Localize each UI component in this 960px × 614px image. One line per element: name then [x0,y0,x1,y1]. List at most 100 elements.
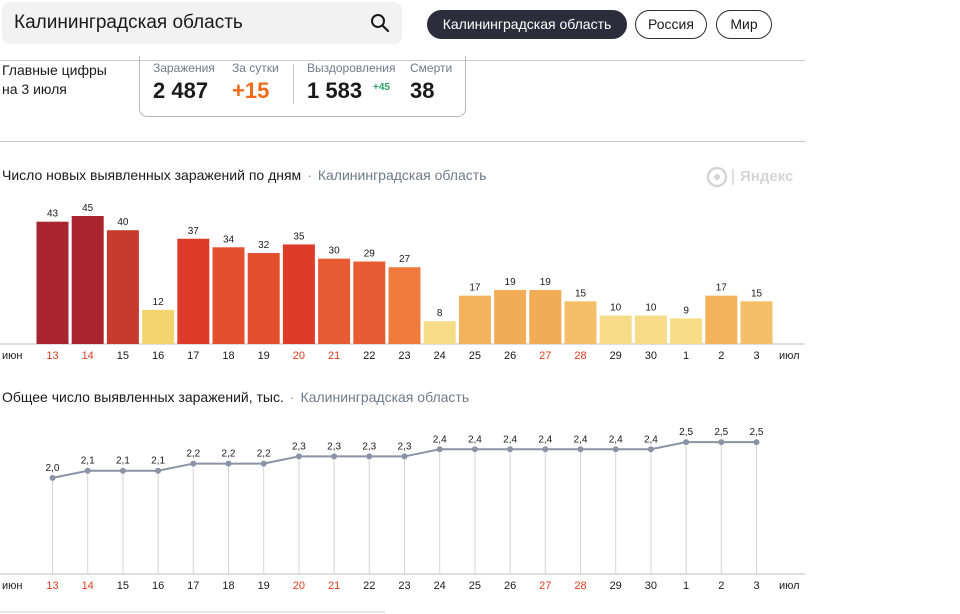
x-tick-label: 30 [645,580,657,592]
summary-date: на 3 июля [2,81,67,97]
bar [670,318,703,344]
data-point [260,460,267,467]
bar-chart-title-text: Число новых выявленных заражений по дням [2,167,302,183]
bar-value-label: 34 [223,234,235,245]
line-chart-title: Общее число выявленных заражений, тыс. · К… [2,389,469,405]
data-point [507,446,514,453]
bar-value-label: 12 [153,297,165,308]
line-chart-region: Калининградская область [300,389,470,405]
bar-value-label: 17 [469,283,481,294]
bar [353,261,386,344]
data-point [577,446,584,453]
bar [177,238,210,344]
point-value-label: 2,3 [362,441,376,452]
data-point [119,467,126,474]
x-tick-label: 28 [574,350,586,362]
point-value-label: 2,3 [327,441,341,452]
x-tick-label: 27 [539,580,551,592]
bar [458,295,491,344]
tab-world[interactable]: Мир [716,10,772,39]
x-tick-label: 25 [469,580,481,592]
bar [36,221,69,344]
point-value-label: 2,4 [644,434,658,445]
point-value-label: 2,2 [222,449,236,460]
search-input[interactable]: Калининградская область [14,12,243,33]
data-point [84,467,91,474]
x-tick-label: 26 [504,580,516,592]
data-point [401,453,408,460]
x-tick-label: 19 [258,350,270,362]
data-point [366,453,373,460]
cases-value: 2 487 [153,78,209,103]
title-dot: · [307,167,312,183]
yandex-logo-icon [706,166,734,188]
yandex-brand: Яндекс [740,168,794,185]
x-tick-label: 15 [117,350,129,362]
x-tick-label: 17 [187,350,199,362]
x-tick-label: 3 [753,350,759,362]
x-tick-label: 1 [683,350,689,362]
x-tick-label: 13 [46,580,58,592]
bar [634,315,667,344]
bar [529,289,562,344]
bar [494,289,527,344]
bar [705,295,738,344]
point-value-label: 2,5 [679,427,693,438]
title-dot-2: · [289,389,295,405]
bar-value-label: 9 [683,305,689,316]
bar-value-label: 19 [505,277,517,288]
bottom-divider [0,611,385,613]
data-point [612,446,619,453]
x-tick-label: 14 [82,350,94,362]
data-point [295,453,302,460]
data-point [190,460,197,467]
x-tick-label: 16 [152,580,164,592]
x-tick-label: 13 [46,350,58,362]
bar-value-label: 10 [645,303,657,314]
bar-value-label: 17 [716,283,728,294]
point-value-label: 2,4 [503,434,517,445]
x-tick-label: 23 [398,580,410,592]
cases-label: Заражения [153,61,215,75]
x-tick-label: 19 [258,580,270,592]
bar-value-label: 15 [751,288,763,299]
x-start-label: июн [2,350,22,362]
bar-chart: 4313451440151216371734183219352030212922… [0,203,805,362]
x-tick-label: 17 [187,580,199,592]
search-box[interactable]: Калининградская область [2,2,402,44]
point-value-label: 2,3 [398,441,412,452]
x-tick-label: 29 [610,350,622,362]
data-point [647,446,654,453]
data-point [683,439,690,446]
search-icon[interactable] [370,13,390,33]
x-tick-label: 21 [328,350,340,362]
bar [142,309,175,344]
divider-middle [0,141,805,142]
data-point [471,446,478,453]
x-tick-label: 30 [645,350,657,362]
point-value-label: 2,1 [81,456,95,467]
bar-value-label: 27 [399,254,411,265]
point-value-label: 2,4 [538,434,552,445]
recovered-value: 1 583 [307,78,363,103]
point-value-label: 2,4 [468,434,482,445]
bar [318,258,351,344]
bar-value-label: 40 [117,217,129,228]
point-value-label: 2,2 [257,449,271,460]
tab-kaliningrad[interactable]: Калининградская область [427,10,627,39]
x-tick-label: 26 [504,350,516,362]
x-tick-label: 2 [718,580,724,592]
x-tick-label: 14 [82,580,94,592]
data-point [155,467,162,474]
x-tick-label: 28 [574,580,586,592]
bar-value-label: 43 [47,209,59,220]
x-tick-label: 15 [117,580,129,592]
x-tick-label: 20 [293,350,305,362]
tab-russia[interactable]: Россия [635,10,707,39]
x-tick-label: 24 [434,580,446,592]
bar-value-label: 29 [364,249,376,260]
daily-value: +15 [232,78,270,103]
bar-value-label: 37 [188,226,200,237]
divider-top [0,60,805,61]
x-tick-label: 24 [434,350,446,362]
